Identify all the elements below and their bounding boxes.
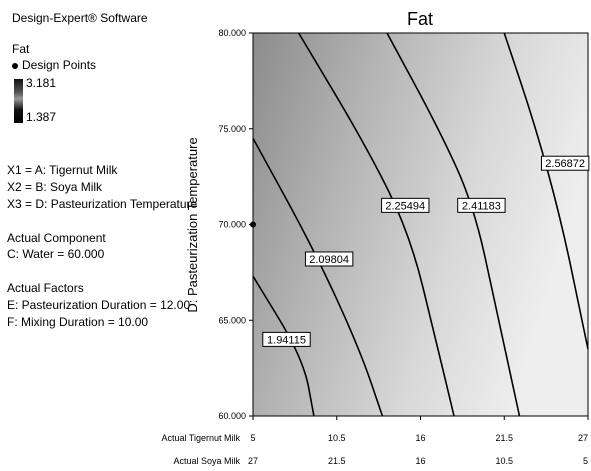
y-tick-label: 70.000	[218, 220, 246, 230]
software-title: Design-Expert® Software	[12, 11, 148, 25]
contour-label: 1.94115	[267, 334, 306, 346]
actual-component-heading: Actual Component	[7, 231, 106, 245]
x-tick-label: 5	[250, 433, 255, 443]
contour-label-box	[262, 331, 311, 347]
design-points-label: Design Points	[22, 58, 97, 72]
x-tick-label: 16	[415, 433, 425, 443]
contour-label: 2.41183	[462, 200, 501, 212]
chart-title: Fat	[407, 9, 433, 29]
y-tick-label: 75.000	[218, 124, 246, 134]
x-tick-label: 5	[583, 456, 588, 466]
color-scale-low: 1.387	[26, 110, 57, 124]
x-tick-label: 21.5	[328, 456, 346, 466]
contour-label: 2.09804	[309, 254, 349, 266]
contour-label-box	[540, 155, 590, 171]
actual-factor-e: E: Pasteurization Duration = 12.00	[7, 298, 191, 312]
actual-component-value: C: Water = 60.000	[7, 247, 105, 261]
design-point	[250, 221, 256, 228]
x-axis-label: Actual Soya Milk	[173, 456, 240, 466]
contour-label-box	[457, 197, 506, 213]
factor-def-x1: X1 = A: Tigernut Milk	[7, 163, 118, 177]
x-tick-label: 16	[415, 456, 425, 466]
contour-line	[252, 275, 315, 417]
x-axis-label: Actual Tigernut Milk	[161, 433, 240, 443]
contour-label: 2.25494	[385, 200, 425, 212]
actual-factor-f: F: Mixing Duration = 10.00	[7, 315, 149, 329]
design-points-legend: Design Points	[12, 58, 96, 73]
x-tick-label: 21.5	[495, 433, 513, 443]
plot-area	[252, 32, 589, 417]
y-tick-label: 65.000	[218, 315, 246, 325]
color-scale-high: 3.181	[26, 76, 57, 90]
design-point-dot-icon	[12, 62, 18, 69]
contour-line	[386, 32, 521, 417]
actual-factors-heading: Actual Factors	[7, 281, 84, 295]
factor-def-x3: X3 = D: Pasteurization Temperature	[7, 197, 198, 211]
contour-label-box	[381, 197, 430, 213]
contour-label-box	[304, 251, 354, 267]
contour-label: 2.56872	[545, 158, 585, 170]
y-tick-label: 80.000	[218, 28, 246, 38]
x-tick-label: 27	[578, 433, 588, 443]
response-name: Fat	[12, 42, 30, 56]
x-tick-label: 27	[248, 456, 258, 466]
contour-line	[297, 32, 455, 417]
color-scale-bar	[14, 79, 23, 123]
y-axis-title: D: Pasteurization Temperature	[185, 137, 200, 312]
x-tick-label: 10.5	[328, 433, 346, 443]
y-tick-label: 60.000	[218, 411, 246, 421]
factor-def-x2: X2 = B: Soya Milk	[7, 180, 103, 194]
x-tick-label: 10.5	[495, 456, 513, 466]
contour-line	[503, 32, 589, 350]
